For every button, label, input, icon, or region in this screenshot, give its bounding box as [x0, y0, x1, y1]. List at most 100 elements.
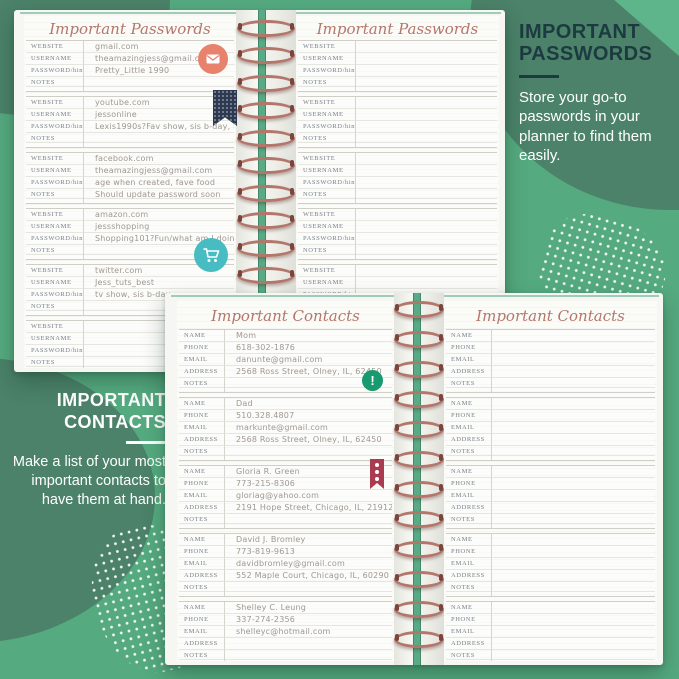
- field-value-empty: [492, 602, 655, 614]
- contact-entry-empty: NAME PHONE EMAIL ADDRESS NOTES: [446, 329, 655, 393]
- spiral-coil: [237, 47, 295, 64]
- field-label: EMAIL: [179, 422, 225, 434]
- field-value-empty: [356, 77, 497, 91]
- field-label: PHONE: [179, 546, 225, 558]
- field-value: danunte@gmail.com: [225, 354, 392, 366]
- field-label: PHONE: [446, 478, 492, 490]
- field-value-empty: [356, 265, 497, 277]
- field-label: EMAIL: [446, 354, 492, 366]
- contact-entry-empty: NAME PHONE EMAIL ADDRESS NOTES: [446, 533, 655, 597]
- field-value-empty: [492, 466, 655, 478]
- field-label: EMAIL: [446, 558, 492, 570]
- password-entry-empty: WEBSITE USERNAME PASSWORD/hint NOTES: [298, 96, 497, 148]
- password-entry-3: WEBSITE facebook.com USERNAME theamazingje…: [26, 152, 234, 204]
- field-label: EMAIL: [446, 490, 492, 502]
- field-label: ADDRESS: [446, 638, 492, 650]
- field-value: davidbromley@gmail.com: [225, 558, 392, 570]
- field-value-empty: [492, 582, 655, 596]
- field-label: ADDRESS: [179, 366, 225, 378]
- field-value: amazon.com: [84, 209, 234, 221]
- field-value: Mom: [225, 330, 392, 342]
- field-value-empty: [356, 133, 497, 147]
- passwords-callout-title: IMPORTANT PASSWORDS: [519, 21, 672, 66]
- field-label: NOTES: [179, 582, 225, 596]
- field-label: ADDRESS: [179, 502, 225, 514]
- field-label: USERNAME: [298, 221, 356, 233]
- field-value: 618-302-1876: [225, 342, 392, 354]
- password-entry-empty: WEBSITE USERNAME PASSWORD/hint NOTES: [298, 152, 497, 204]
- field-label: USERNAME: [26, 333, 84, 345]
- field-value-empty: [356, 109, 497, 121]
- field-label: ADDRESS: [179, 638, 225, 650]
- field-label: NOTES: [298, 77, 356, 91]
- field-value: twitter.com: [84, 265, 234, 277]
- field-label: NOTES: [179, 650, 225, 661]
- field-value: 773-215-8306: [225, 478, 392, 490]
- field-value: [225, 514, 392, 528]
- field-value-empty: [84, 333, 234, 345]
- contacts-planner: Important Contacts NAME Mom PHONE 618-302-…: [165, 293, 663, 665]
- field-value: shelleyc@hotmail.com: [225, 626, 392, 638]
- field-value: 2568 Ross Street, Olney, IL, 62450: [225, 366, 392, 378]
- field-value: Jess_tuts_best: [84, 277, 234, 289]
- spiral-coil: [394, 301, 444, 318]
- field-value: 510.328.4807: [225, 410, 392, 422]
- contacts-right-page: Important Contacts NAME PHONE EMAIL ADDR…: [444, 301, 657, 661]
- field-value: youtube.com: [84, 97, 234, 109]
- field-value-empty: [356, 209, 497, 221]
- contacts-page-heading: Important Contacts: [476, 307, 625, 325]
- field-value: Shelley C. Leung: [225, 602, 392, 614]
- field-value-empty: [492, 650, 655, 661]
- field-label: NOTES: [26, 357, 84, 368]
- ribbon-bookmark-icon: [370, 459, 384, 489]
- field-value: 552 Maple Court, Chicago, IL, 60290: [225, 570, 392, 582]
- spiral-coil: [237, 20, 295, 37]
- field-label: NAME: [179, 466, 225, 478]
- contacts-callout-title-line1: IMPORTANT: [56, 390, 166, 410]
- spiral-coil: [394, 361, 444, 378]
- spiral-coil: [237, 157, 295, 174]
- field-label: USERNAME: [26, 165, 84, 177]
- field-value-empty: [356, 53, 497, 65]
- field-value-empty: [84, 345, 234, 357]
- field-label: NOTES: [26, 133, 84, 147]
- field-label: WEBSITE: [26, 265, 84, 277]
- field-value: facebook.com: [84, 153, 234, 165]
- passwords-callout-underline: [519, 74, 559, 78]
- field-label: ADDRESS: [179, 570, 225, 582]
- contact-entry-empty: NAME PHONE EMAIL ADDRESS NOTES: [446, 465, 655, 529]
- field-value-empty: [356, 277, 497, 289]
- field-label: EMAIL: [179, 354, 225, 366]
- field-value-empty: [356, 221, 497, 233]
- field-label: USERNAME: [298, 53, 356, 65]
- field-value: [225, 378, 392, 392]
- field-value-empty: [356, 41, 497, 53]
- spiral-coil: [394, 421, 444, 438]
- field-value-empty: [492, 626, 655, 638]
- spiral-coil: [394, 451, 444, 468]
- field-value-empty: [492, 546, 655, 558]
- contacts-left-page: Important Contacts NAME Mom PHONE 618-302-…: [177, 301, 394, 661]
- field-label: WEBSITE: [26, 321, 84, 333]
- field-label: USERNAME: [298, 277, 356, 289]
- field-value-empty: [492, 514, 655, 528]
- spiral-coil: [394, 631, 444, 648]
- field-label: NOTES: [298, 245, 356, 259]
- field-value-empty: [492, 330, 655, 342]
- field-value: [225, 446, 392, 460]
- field-label: PASSWORD/hint: [26, 289, 84, 301]
- field-value-empty: [356, 189, 497, 203]
- field-value: Gloria R. Green: [225, 466, 392, 478]
- exclamation-icon: !: [362, 370, 383, 391]
- field-value-empty: [492, 410, 655, 422]
- field-label: PASSWORD/hint: [26, 65, 84, 77]
- field-label: USERNAME: [26, 53, 84, 65]
- spiral-coil: [237, 185, 295, 202]
- field-label: PASSWORD/hint: [26, 233, 84, 245]
- field-value: 2568 Ross Street, Olney, IL, 62450: [225, 434, 392, 446]
- field-label: NAME: [179, 330, 225, 342]
- field-value-empty: [492, 398, 655, 410]
- field-label: PASSWORD/hint: [298, 233, 356, 245]
- field-value-empty: [356, 153, 497, 165]
- contact-entry-empty: NAME PHONE EMAIL ADDRESS NOTES: [446, 601, 655, 661]
